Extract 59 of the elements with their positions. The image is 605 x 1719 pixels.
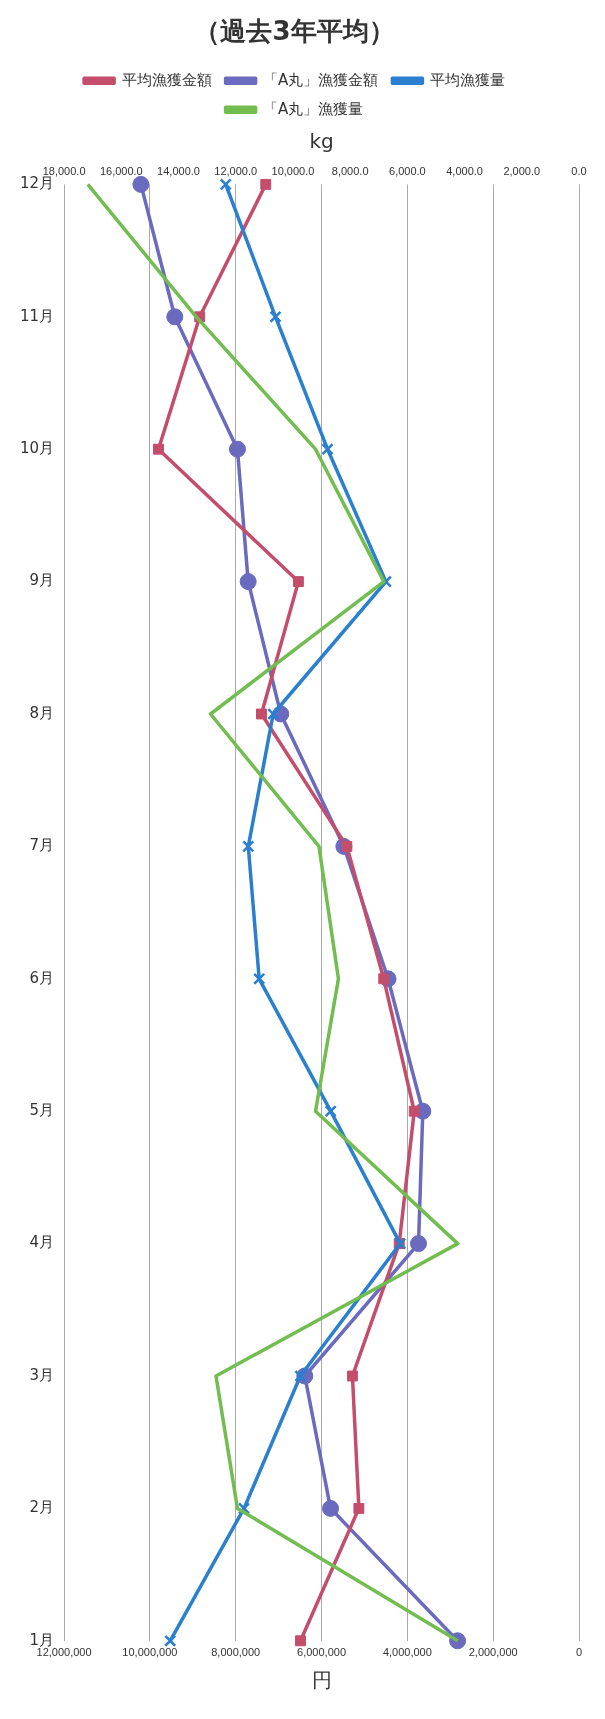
y-tick-label: 6月 bbox=[29, 968, 55, 987]
point bbox=[292, 576, 304, 588]
point bbox=[269, 310, 282, 323]
point bbox=[410, 1235, 428, 1253]
point bbox=[408, 1105, 420, 1117]
x2-tick-label: 0.0 bbox=[571, 164, 587, 177]
x2-tick-label: 6,000.0 bbox=[389, 164, 426, 177]
x2-tick-label: 14,000.0 bbox=[157, 164, 200, 177]
point bbox=[294, 1369, 307, 1383]
y-tick-label: 1月 bbox=[29, 1630, 55, 1649]
point bbox=[166, 308, 184, 326]
point bbox=[322, 1499, 340, 1517]
point bbox=[295, 1635, 306, 1647]
point bbox=[324, 1105, 337, 1118]
point bbox=[267, 707, 280, 721]
point bbox=[346, 1370, 358, 1382]
point bbox=[256, 708, 267, 720]
point bbox=[228, 440, 246, 458]
x-tick-label: 12,000,000 bbox=[36, 1646, 92, 1659]
point bbox=[353, 1502, 365, 1514]
x-tick-label: 10,000,000 bbox=[122, 1646, 178, 1659]
y-tick-label: 7月 bbox=[29, 836, 55, 855]
legend-label: 「A丸」漁獲量 bbox=[263, 99, 364, 118]
x-tick-label: 8,000,000 bbox=[211, 1646, 261, 1659]
chart-title: （過去3年平均） bbox=[194, 16, 395, 47]
point bbox=[260, 178, 272, 190]
y-tick-label: 12月 bbox=[19, 174, 55, 193]
x-tick-label: 0 bbox=[575, 1646, 583, 1659]
legend-label: 「A丸」漁獲金額 bbox=[263, 70, 379, 89]
y-tick-label: 10月 bbox=[19, 439, 55, 458]
point bbox=[219, 178, 232, 191]
x2-tick-label: 16,000.0 bbox=[99, 164, 143, 177]
y-tick-label: 4月 bbox=[29, 1233, 55, 1252]
y-tick-label: 2月 bbox=[29, 1498, 55, 1517]
y-tick-label: 9月 bbox=[29, 571, 55, 590]
x2-tick-label: 8,000.0 bbox=[331, 164, 369, 177]
x2-tick-label: 4,000.0 bbox=[446, 164, 483, 177]
x-tick-label: 6,000,000 bbox=[297, 1646, 347, 1659]
legend-label: 平均漁獲量 bbox=[429, 70, 505, 89]
x2-tick-label: 10,000.0 bbox=[271, 164, 315, 177]
legend-label: 平均漁獲金額 bbox=[121, 70, 212, 89]
y-tick-label: 11月 bbox=[19, 306, 55, 325]
point bbox=[252, 972, 266, 985]
point bbox=[239, 573, 257, 591]
y-tick-label: 8月 bbox=[29, 703, 55, 722]
point bbox=[242, 840, 255, 853]
point bbox=[321, 443, 334, 456]
x2-tick-label: 12,000.0 bbox=[214, 164, 258, 177]
x-tick-label: 2,000,000 bbox=[468, 1646, 518, 1659]
point bbox=[153, 443, 164, 455]
x-axis-title: 円 bbox=[311, 1668, 332, 1693]
y-tick-label: 3月 bbox=[29, 1365, 55, 1384]
point bbox=[132, 175, 150, 193]
x2-axis-title: kg bbox=[309, 129, 334, 154]
point bbox=[164, 1634, 177, 1647]
y-tick-label: 5月 bbox=[29, 1101, 55, 1120]
x-tick-label: 4,000,000 bbox=[382, 1646, 432, 1659]
x2-tick-label: 2,000.0 bbox=[503, 164, 541, 177]
x2-tick-label: 18,000.0 bbox=[42, 164, 86, 177]
